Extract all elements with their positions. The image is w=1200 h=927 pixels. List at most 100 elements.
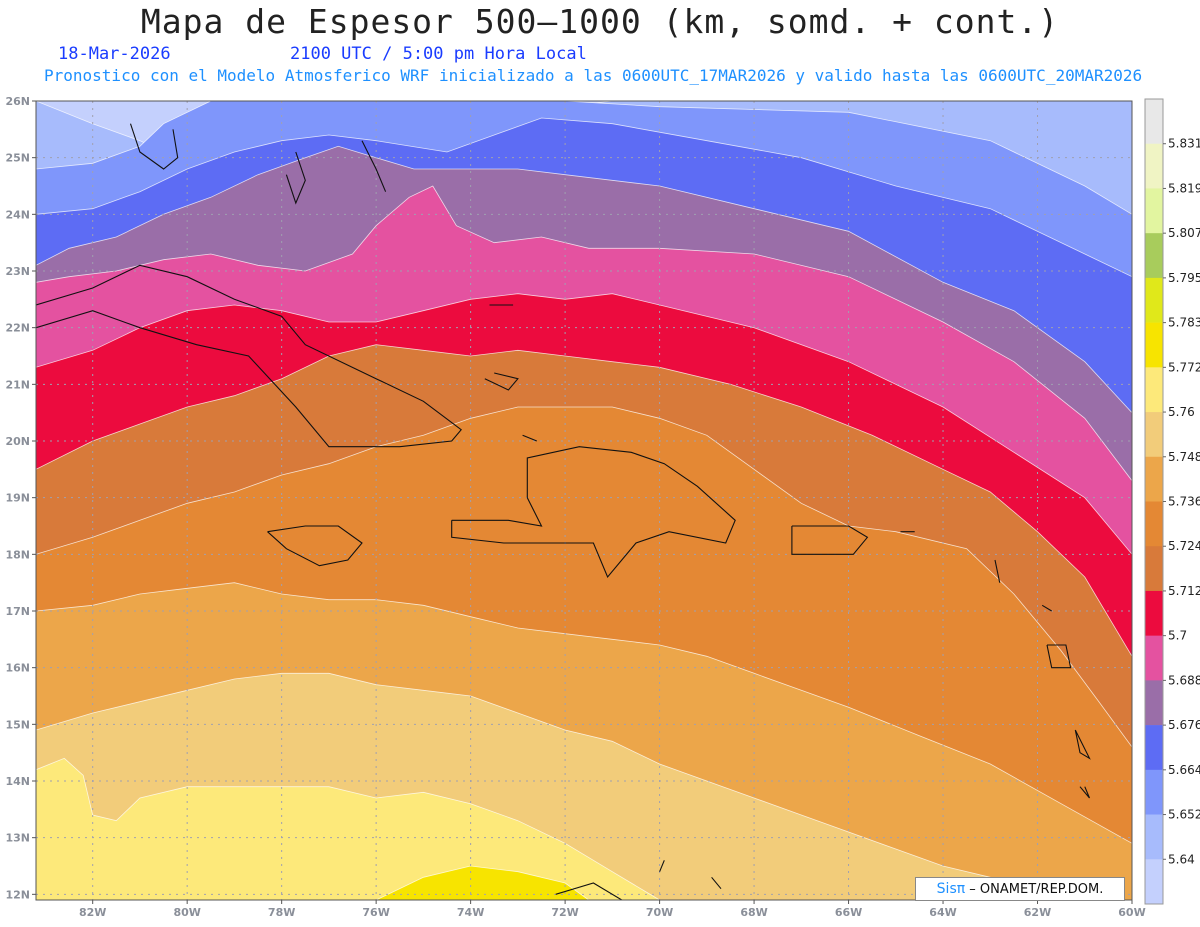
contour-11 (36, 757, 660, 900)
coastline (791, 525, 869, 555)
colorbar-swatch (1145, 725, 1163, 771)
colorbar-label: 5.652 (1168, 808, 1200, 822)
colorbar-label: 5.772 (1168, 360, 1200, 374)
contour-10 (36, 672, 1062, 900)
lon-tick-label: 66W (835, 906, 862, 919)
colorbar-swatch (1145, 456, 1163, 502)
colorbar-label: 5.664 (1168, 763, 1200, 777)
coastline (1046, 644, 1072, 669)
colorbar-swatch (1145, 501, 1163, 547)
lat-tick-label: 16N (5, 662, 30, 675)
model-run-subtitle: Pronostico con el Modelo Atmosferico WRF… (44, 66, 1143, 85)
coastline (267, 525, 363, 567)
coastline (268, 67, 329, 95)
coastline (36, 264, 462, 448)
colorbar-swatch (1145, 814, 1163, 860)
colorbar-label: 5.64 (1168, 852, 1195, 866)
colorbar-label: 5.688 (1168, 673, 1200, 687)
lat-tick-label: 15N (5, 718, 30, 731)
lat-tick-label: 24N (5, 208, 30, 221)
colorbar-swatch (1145, 635, 1163, 681)
colorbar-label: 5.76 (1168, 405, 1195, 419)
coastline (522, 434, 538, 442)
coastline (129, 123, 179, 170)
lon-tick-label: 76W (362, 906, 389, 919)
coastline (484, 372, 519, 391)
lat-tick-label: 14N (5, 775, 30, 788)
coastline (451, 446, 736, 579)
map-title: Mapa de Espesor 500—1000 (km, somd. + co… (140, 2, 1060, 41)
colorbar-label: 5.736 (1168, 495, 1200, 509)
contour-7 (36, 344, 1132, 657)
colorbar-swatch (1145, 590, 1163, 636)
contour-4 (36, 145, 1132, 413)
forecast-date: 18-Mar-2026 (58, 44, 171, 64)
colorbar-swatch (1145, 367, 1163, 413)
lat-tick-label: 19N (5, 492, 30, 505)
coastline (1074, 729, 1091, 760)
lon-tick-label: 68W (740, 906, 767, 919)
colorbar-label: 5.807 (1168, 226, 1200, 240)
coastlines (36, 67, 1091, 900)
contour-12 (375, 865, 589, 900)
lon-tick-label: 72W (551, 906, 578, 919)
band-11 (36, 758, 1132, 900)
coastline (1041, 604, 1052, 612)
lat-tick-label: 25N (5, 152, 30, 165)
lat-tick-label: 23N (5, 265, 30, 278)
plot-frame (35, 100, 1133, 901)
lat-tick-label: 22N (5, 322, 30, 335)
lon-tick-label: 78W (268, 906, 295, 919)
lon-tick-label: 70W (646, 906, 673, 919)
longitude-axis: 82W 80W 78W 76W 74W 72W 70W 68W 66W 64W 62W 60W (79, 900, 1146, 919)
colorbar-swatch (1145, 188, 1163, 234)
lat-tick-label: 13N (5, 832, 30, 845)
latitude-axis: 26N 25N 24N 23N 22N 21N 20N 19N 18N 17N 16N 15N 14N 1… (5, 95, 36, 901)
lat-tick-label: 18N (5, 548, 30, 561)
colorbar-label: 5.676 (1168, 718, 1200, 732)
colorbar-label: 5.724 (1168, 539, 1200, 553)
coastline (361, 140, 387, 192)
lat-tick-label: 17N (5, 605, 30, 618)
lat-tick-label: 20N (5, 435, 30, 448)
lat-lon-grid (36, 101, 1132, 900)
colorbar-swatch (1145, 143, 1163, 189)
colorbar-label: 5.7 (1168, 629, 1187, 643)
credit-text: – ONAMET/REP.DOM. (965, 882, 1104, 897)
coastline (555, 882, 623, 900)
forecast-time: 2100 UTC / 5:00 pm Hora Local (290, 44, 587, 64)
colorbar-label: 5.712 (1168, 584, 1200, 598)
coastline (711, 876, 722, 890)
colorbar-legend: 5.831 5.819 5.807 5.795 5.783 5.772 5.76 5.748 5… (1144, 98, 1200, 905)
thickness-shaded-bands (36, 101, 1132, 900)
colorbar-label: 5.831 (1168, 137, 1200, 151)
lat-tick-label: 26N (5, 95, 30, 108)
contour-9 (36, 582, 1132, 844)
colorbar-swatch (1145, 680, 1163, 726)
colorbar-label: 5.819 (1168, 181, 1200, 195)
colorbar-swatch (1145, 322, 1163, 368)
colorbar-label: 5.748 (1168, 450, 1200, 464)
coastline (994, 559, 1001, 583)
credit-brand: Sisπ (936, 881, 966, 897)
lon-tick-label: 82W (79, 906, 106, 919)
coastline (659, 860, 665, 872)
contour-8 (36, 406, 1132, 748)
colorbar-swatch (1145, 859, 1163, 905)
lat-tick-label: 21N (5, 378, 30, 391)
contour-2 (36, 101, 1132, 215)
colorbar-swatch (1145, 412, 1163, 458)
colorbar-swatch (1145, 769, 1163, 815)
lon-tick-label: 80W (173, 906, 200, 919)
lon-tick-label: 74W (457, 906, 484, 919)
colorbar-swatch (1145, 233, 1163, 279)
coastline (285, 151, 306, 205)
coastline (1079, 786, 1091, 799)
colorbar-swatch (1145, 546, 1163, 592)
lat-tick-label: 12N (5, 888, 30, 901)
lon-tick-label: 64W (929, 906, 956, 919)
lon-tick-label: 60W (1118, 906, 1145, 919)
colorbar-label: 5.795 (1168, 271, 1200, 285)
contour-6 (36, 293, 1132, 555)
